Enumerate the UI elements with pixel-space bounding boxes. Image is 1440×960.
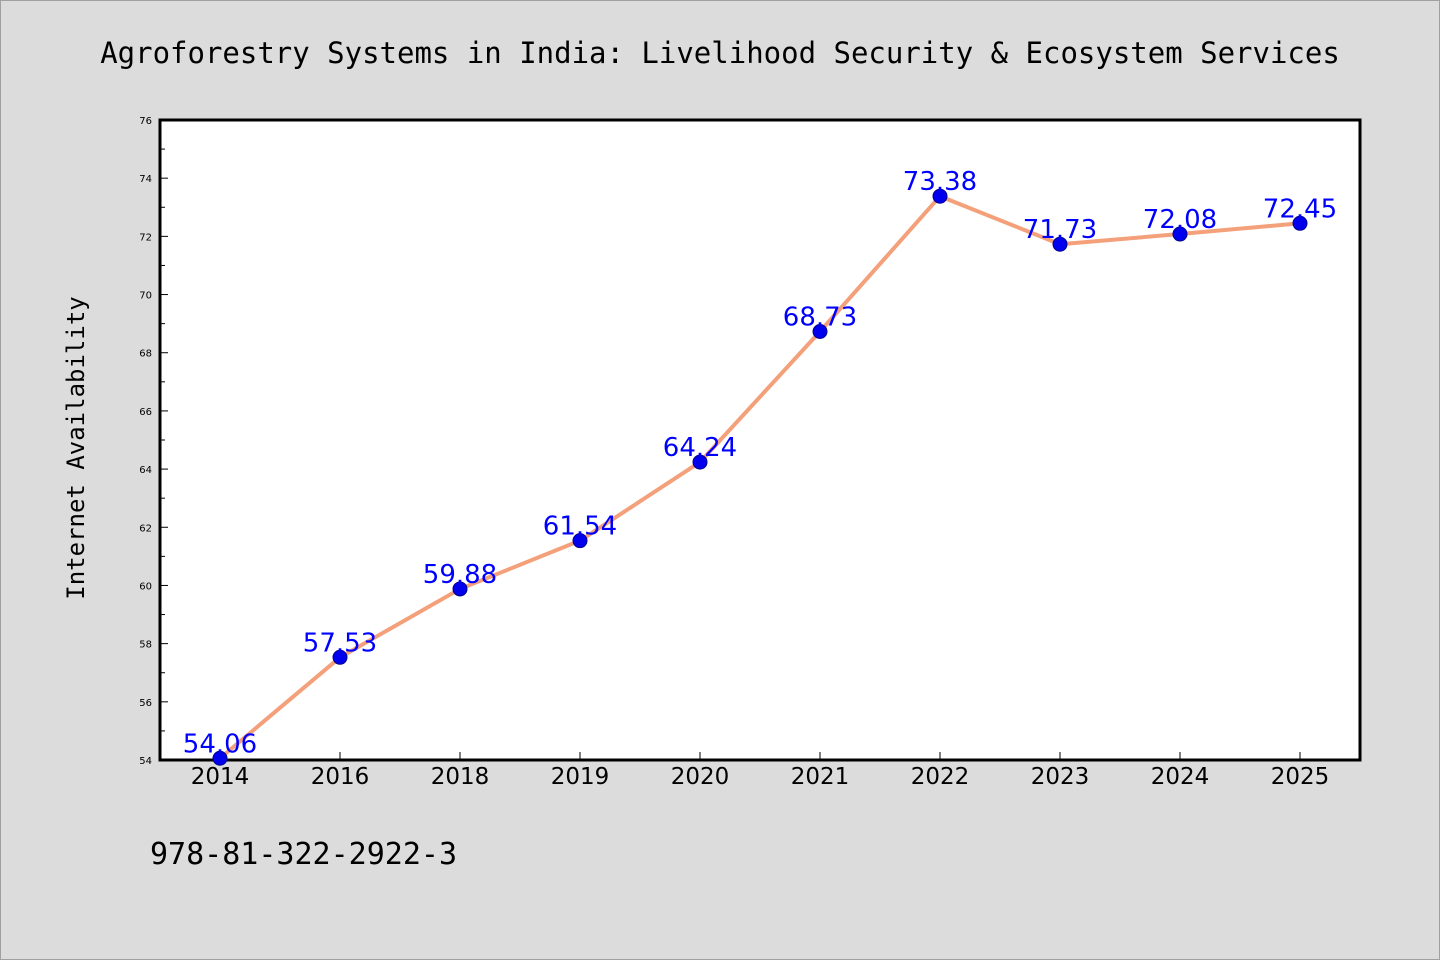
y-tick-label: 62 — [139, 523, 152, 534]
y-tick-label: 72 — [139, 232, 152, 243]
data-point — [212, 750, 228, 766]
series-group — [212, 188, 1308, 766]
chart-title: Agroforestry Systems in India: Livelihoo… — [100, 36, 1340, 70]
x-tick-label: 2023 — [1031, 764, 1090, 790]
plot-area — [158, 118, 1362, 762]
data-point — [1172, 226, 1188, 242]
data-label: 61.54 — [543, 512, 617, 542]
y-axis: 54 56 58 60 62 64 66 68 70 72 74 76 — [139, 116, 168, 767]
y-tick-label: 58 — [139, 640, 152, 651]
data-point — [452, 581, 468, 597]
x-tick-label: 2025 — [1271, 764, 1330, 790]
y-axis-label: Internet Availability — [62, 296, 90, 599]
x-tick-label: 2021 — [791, 764, 850, 790]
y-tick-label: 60 — [139, 581, 152, 592]
x-axis: 2014 2016 2018 2019 2020 2021 2022 2023 2024 2025 — [191, 752, 1330, 790]
data-point — [572, 533, 588, 549]
data-point — [1292, 215, 1308, 231]
y-tick-label: 54 — [139, 756, 152, 767]
data-labels: 54.06 57.53 59.88 61.54 64.24 68.73 73.38 71.73… — [183, 167, 1337, 759]
y-tick-label: 64 — [139, 465, 152, 476]
x-tick-label: 2018 — [431, 764, 490, 790]
x-tick-label: 2019 — [551, 764, 610, 790]
y-tick-label: 68 — [139, 349, 152, 360]
data-label: 64.24 — [663, 433, 737, 463]
data-point — [692, 454, 708, 470]
data-label: 54.06 — [183, 729, 257, 759]
data-point — [812, 323, 828, 339]
x-tick-label: 2014 — [191, 764, 250, 790]
data-point — [932, 188, 948, 204]
x-tick-label: 2024 — [1151, 764, 1210, 790]
y-tick-label: 70 — [139, 291, 152, 302]
series-line — [218, 194, 1301, 760]
data-label: 71.73 — [1023, 215, 1097, 245]
data-label: 72.45 — [1263, 194, 1337, 224]
y-tick-label: 74 — [139, 174, 152, 185]
x-tick-label: 2022 — [911, 764, 970, 790]
data-label: 73.38 — [903, 167, 977, 197]
footer-isbn: 978-81-322-2922-3 — [150, 837, 457, 872]
y-tick-label: 76 — [139, 116, 152, 127]
x-tick-label: 2020 — [671, 764, 730, 790]
y-tick-label: 56 — [139, 698, 152, 709]
y-tick-label: 66 — [139, 407, 152, 418]
data-point — [1052, 236, 1068, 252]
data-point — [332, 649, 348, 665]
data-label: 72.08 — [1143, 205, 1217, 235]
data-label: 59.88 — [423, 560, 497, 590]
x-tick-label: 2016 — [311, 764, 370, 790]
data-label: 57.53 — [303, 628, 377, 658]
data-label: 68.73 — [783, 302, 857, 332]
